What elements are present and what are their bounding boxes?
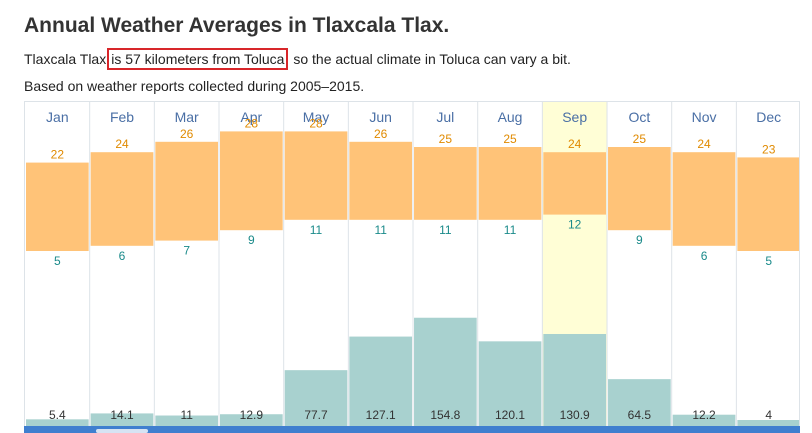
high-temp-label: 24 <box>697 137 711 151</box>
high-temp-label: 24 <box>568 137 582 151</box>
precipitation-bar <box>414 317 477 432</box>
location-note-suffix: so the actual climate in Toluca can vary… <box>289 51 571 67</box>
month-label: Jul <box>436 109 454 125</box>
precipitation-label: 4 <box>765 408 772 422</box>
high-temp-label: 25 <box>503 132 517 146</box>
precipitation-bar <box>478 341 542 432</box>
month-label: Oct <box>628 109 650 125</box>
horizontal-scrollbar[interactable] <box>24 426 800 433</box>
temperature-range-bar <box>608 147 671 231</box>
high-temp-label: 24 <box>115 137 129 151</box>
precipitation-label: 12.9 <box>240 408 264 422</box>
precipitation-label: 12.2 <box>692 408 716 422</box>
low-temp-label: 6 <box>119 249 126 263</box>
high-temp-label: 28 <box>245 116 259 130</box>
high-temp-label: 26 <box>374 127 388 141</box>
temperature-range-bar <box>155 141 219 241</box>
low-temp-label: 11 <box>504 223 517 237</box>
month-label: Jun <box>369 109 392 125</box>
month-label: Jan <box>46 109 69 125</box>
temperature-range-bar <box>543 152 607 215</box>
month-label: Feb <box>110 109 134 125</box>
high-temp-label: 25 <box>439 132 453 146</box>
precipitation-bar <box>349 336 413 432</box>
month-label: Dec <box>756 109 781 125</box>
precipitation-label: 154.8 <box>430 408 460 422</box>
precipitation-label: 11 <box>180 408 193 422</box>
month-label: Aug <box>498 109 523 125</box>
precipitation-label: 64.5 <box>628 408 652 422</box>
month-label: May <box>303 109 329 125</box>
data-source-note: Based on weather reports collected durin… <box>24 78 365 94</box>
distance-link[interactable]: is 57 kilometers from Toluca <box>107 48 289 70</box>
temperature-range-bar <box>349 141 413 220</box>
low-temp-label: 9 <box>636 233 643 247</box>
location-name: Tlaxcala Tlax <box>24 51 107 67</box>
weather-chart-svg: Jan2255.4Feb24614.1Mar26711Apr28912.9May… <box>26 102 799 432</box>
month-label: Nov <box>692 109 717 125</box>
precipitation-label: 130.9 <box>560 408 590 422</box>
precipitation-label: 5.4 <box>49 408 66 422</box>
high-temp-label: 25 <box>633 132 647 146</box>
precipitation-bar <box>608 379 671 432</box>
low-temp-label: 11 <box>439 223 452 237</box>
low-temp-label: 9 <box>248 233 255 247</box>
temperature-range-bar <box>90 152 154 246</box>
low-temp-label: 5 <box>54 254 61 268</box>
high-temp-label: 22 <box>51 148 65 162</box>
temperature-range-bar <box>672 152 736 246</box>
low-temp-label: 7 <box>183 244 190 258</box>
precipitation-label: 14.1 <box>110 408 134 422</box>
month-label: Apr <box>240 109 262 125</box>
precipitation-bar <box>543 333 607 432</box>
low-temp-label: 5 <box>765 254 772 268</box>
scrollbar-thumb[interactable] <box>96 429 148 433</box>
low-temp-label: 11 <box>374 223 387 237</box>
temperature-range-bar <box>737 157 799 251</box>
temperature-range-bar <box>478 147 542 220</box>
precipitation-label: 127.1 <box>366 408 396 422</box>
low-temp-label: 12 <box>568 218 582 232</box>
temperature-range-bar <box>26 162 89 251</box>
temperature-range-bar <box>220 131 283 231</box>
high-temp-label: 26 <box>180 127 194 141</box>
temperature-range-bar <box>284 131 348 220</box>
page-title: Annual Weather Averages in Tlaxcala Tlax… <box>24 14 450 37</box>
month-label: Sep <box>562 109 587 125</box>
temperature-range-bar <box>414 147 477 220</box>
low-temp-label: 6 <box>701 249 708 263</box>
location-note: Tlaxcala Tlax is 57 kilometers from Toluc… <box>24 48 571 70</box>
precipitation-label: 77.7 <box>304 408 328 422</box>
low-temp-label: 11 <box>310 223 323 237</box>
month-label: Mar <box>175 109 199 125</box>
weather-chart: Jan 22 5 5.4 Feb 24 6 14.1 Mar 26 7 11 Apr 28 9 12.9 May… <box>24 101 800 433</box>
high-temp-label: 28 <box>309 116 323 130</box>
precipitation-label: 120.1 <box>495 408 525 422</box>
precipitation-bar <box>284 370 348 432</box>
high-temp-label: 23 <box>762 142 776 156</box>
